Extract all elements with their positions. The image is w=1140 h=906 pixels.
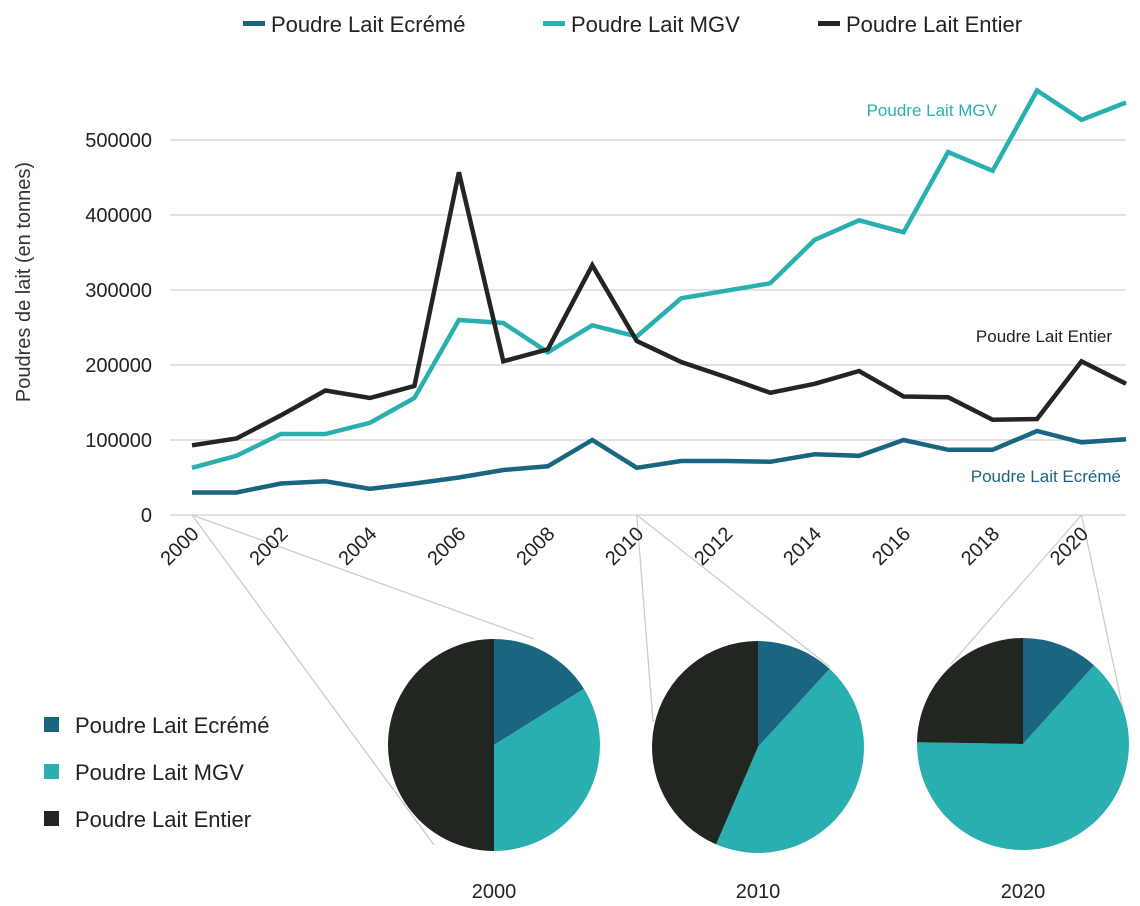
legend-swatch bbox=[818, 21, 840, 26]
pie-slice bbox=[652, 641, 758, 845]
pie-slice bbox=[917, 638, 1023, 744]
pie-slice bbox=[1023, 637, 1095, 744]
legend-label: Poudre Lait Ecrémé bbox=[75, 713, 269, 738]
y-tick-label: 200000 bbox=[85, 355, 152, 377]
x-axis: 2000 2002 2004 2006 2008 2010 2012 2014 2016 2018… bbox=[157, 523, 1094, 570]
pie-connector-line bbox=[1080, 514, 1124, 710]
pie-connector-line bbox=[636, 514, 831, 668]
y-tick-label: 100000 bbox=[85, 430, 152, 452]
pie-slice bbox=[494, 639, 584, 745]
legend-swatch bbox=[44, 717, 59, 732]
pie-connector-line bbox=[636, 514, 654, 723]
series-line bbox=[191, 87, 1127, 470]
pie-label: 2020 bbox=[1001, 881, 1046, 903]
series-annotation: Poudre Lait Entier bbox=[976, 327, 1112, 346]
x-tick-label: 2008 bbox=[512, 523, 559, 570]
x-tick-label: 2002 bbox=[245, 523, 292, 570]
legend-swatch bbox=[44, 764, 59, 779]
legend-swatch bbox=[543, 21, 565, 26]
y-tick-label: 500000 bbox=[85, 130, 152, 152]
pie-label: 2000 bbox=[472, 881, 517, 903]
y-axis-title: Poudres de lait (en tonnes) bbox=[13, 162, 35, 402]
y-tick-label: 0 bbox=[141, 505, 152, 527]
series-annotations: Poudre Lait MGV Poudre Lait Entier Poudre … bbox=[867, 101, 1121, 486]
legend-label: Poudre Lait Ecrémé bbox=[271, 12, 465, 37]
x-tick-label: 2010 bbox=[601, 523, 648, 570]
pie-connector-line bbox=[950, 514, 1083, 665]
legend-swatch bbox=[44, 811, 59, 826]
pie-connector-line bbox=[191, 514, 535, 640]
series-annotation: Poudre Lait MGV bbox=[867, 101, 998, 120]
pie-slice bbox=[758, 641, 830, 747]
grid-lines bbox=[170, 139, 1126, 516]
legend-label: Poudre Lait MGV bbox=[75, 760, 244, 785]
pie-connectors bbox=[191, 514, 1124, 846]
x-tick-label: 2014 bbox=[779, 523, 826, 570]
x-tick-label: 2004 bbox=[334, 523, 381, 570]
legend-label: Poudre Lait Entier bbox=[75, 807, 251, 832]
pie-slice bbox=[494, 688, 601, 851]
series-annotation: Poudre Lait Ecrémé bbox=[971, 467, 1121, 486]
pie-label: 2010 bbox=[736, 881, 781, 903]
pie-charts: 2000 2010 2020 bbox=[388, 637, 1130, 903]
series-line bbox=[191, 171, 1128, 448]
x-tick-label: 2000 bbox=[157, 523, 204, 570]
y-tick-label: 400000 bbox=[85, 205, 152, 227]
pie-slice bbox=[917, 665, 1130, 851]
legend-label: Poudre Lait MGV bbox=[571, 12, 740, 37]
legend-bottom: Poudre Lait Ecrémé Poudre Lait MGV Poudre … bbox=[44, 713, 269, 832]
pie-slice bbox=[388, 639, 494, 851]
x-tick-label: 2006 bbox=[423, 523, 470, 570]
series-lines bbox=[191, 87, 1128, 495]
legend-swatch bbox=[243, 21, 265, 26]
series-line bbox=[192, 428, 1127, 495]
pie-connector-line bbox=[191, 514, 435, 846]
y-tick-label: 300000 bbox=[85, 280, 152, 302]
pie-slice bbox=[716, 668, 864, 853]
x-tick-label: 2020 bbox=[1046, 523, 1093, 570]
y-axis: 0 100000 200000 300000 400000 500000 bbox=[85, 130, 152, 527]
x-tick-label: 2016 bbox=[868, 523, 915, 570]
legend-top: Poudre Lait Ecrémé Poudre Lait MGV Poudre … bbox=[243, 12, 1022, 37]
legend-label: Poudre Lait Entier bbox=[846, 12, 1022, 37]
x-tick-label: 2018 bbox=[957, 523, 1004, 570]
